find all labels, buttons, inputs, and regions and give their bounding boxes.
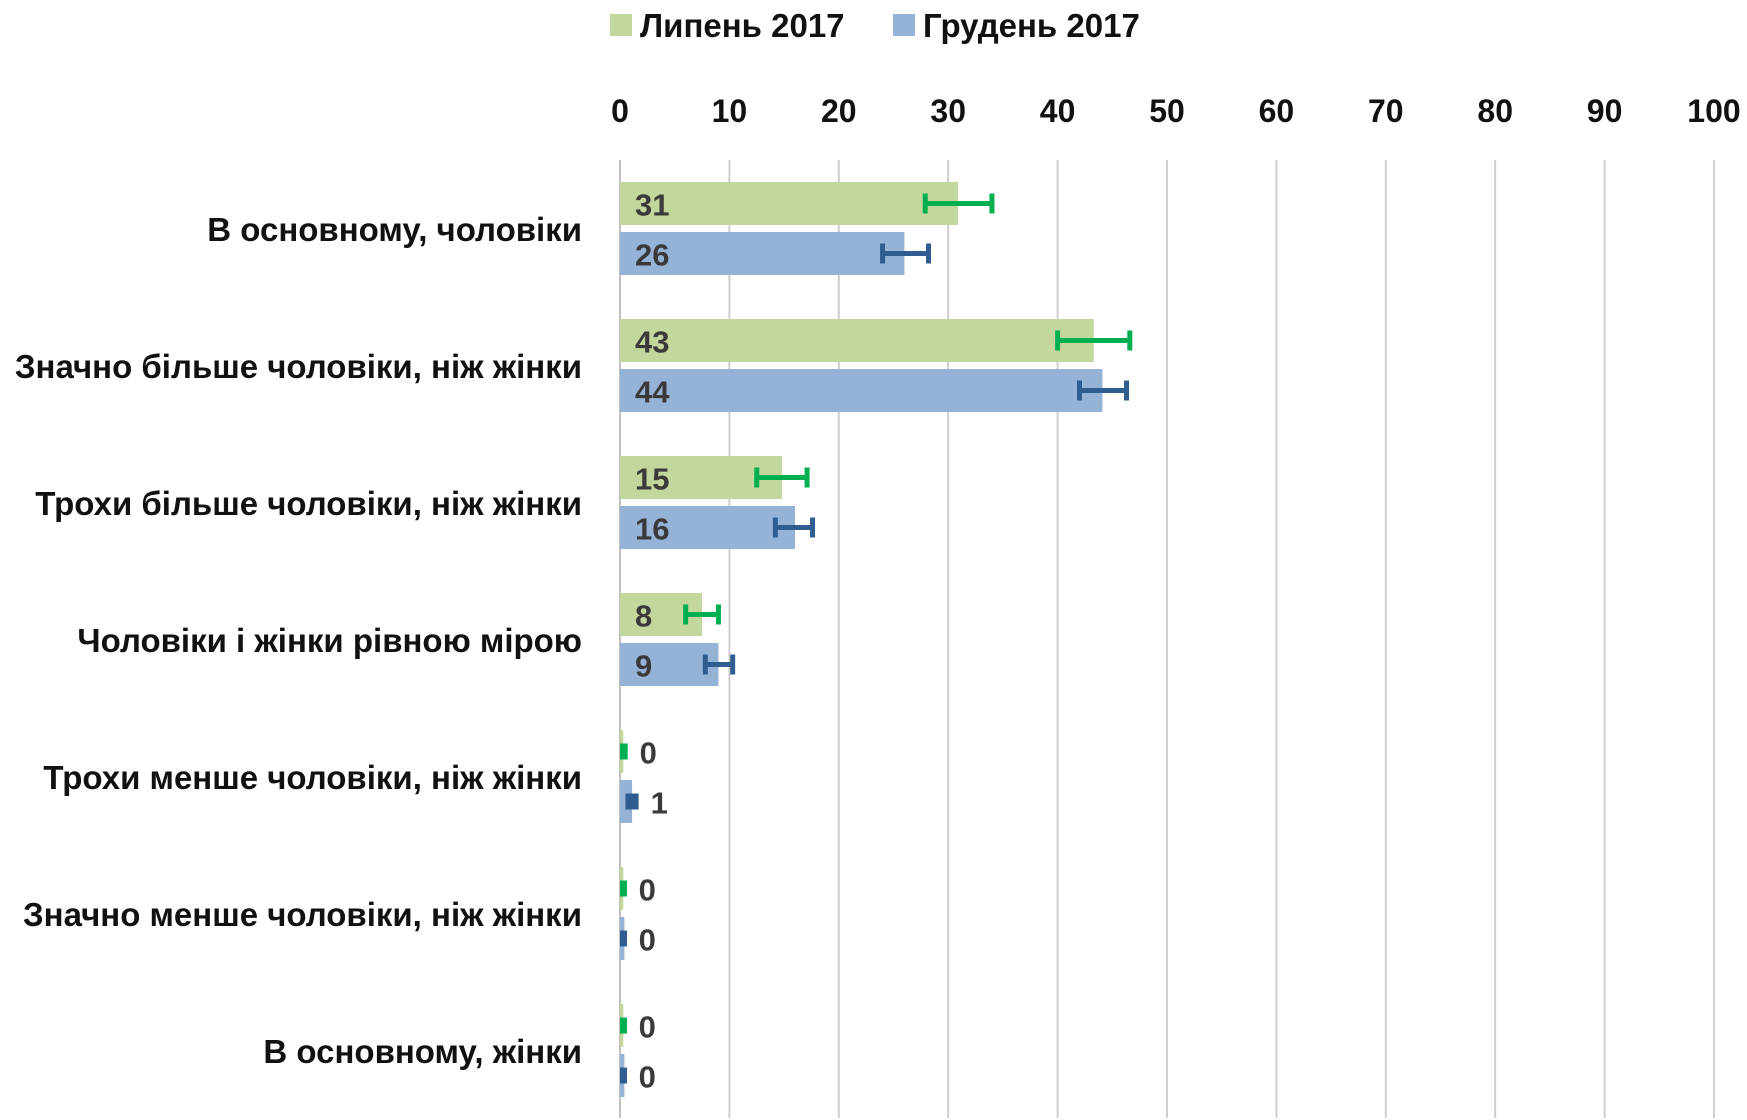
legend-label-1: Грудень 2017 xyxy=(923,7,1140,44)
data-label-0-3: 8 xyxy=(635,599,652,634)
category-labels: В основному, чоловіки Значно більше чолов… xyxy=(15,211,582,1070)
x-tick-label-20: 20 xyxy=(821,93,857,129)
data-label-0-0: 31 xyxy=(635,188,669,223)
data-label-1-6: 0 xyxy=(639,1060,656,1095)
x-tick-label-100: 100 xyxy=(1687,93,1740,129)
x-tick-label-40: 40 xyxy=(1040,93,1076,129)
error-bar-1-4 xyxy=(625,793,639,810)
data-label-0-5: 0 xyxy=(639,873,656,908)
grid-lines xyxy=(619,160,1715,1118)
category-label-4: Трохи менше чоловіки, ніж жінки xyxy=(43,759,582,796)
x-tick-label-60: 60 xyxy=(1259,93,1295,129)
category-label-6: В основному, жінки xyxy=(263,1033,582,1070)
data-label-1-0: 26 xyxy=(635,238,669,273)
bar-1-1 xyxy=(620,369,1103,412)
x-tick-label-50: 50 xyxy=(1149,93,1185,129)
category-label-5: Значно менше чоловіки, ніж жінки xyxy=(23,896,582,933)
legend-swatch-0 xyxy=(610,14,632,36)
error-bar-0-4 xyxy=(620,743,628,760)
bar-0-1 xyxy=(620,319,1094,362)
data-label-1-3: 9 xyxy=(635,649,652,684)
bar-1-0 xyxy=(620,232,905,275)
error-bar-0-5 xyxy=(620,880,627,897)
category-label-1: Значно більше чоловіки, ніж жінки xyxy=(15,348,582,385)
bar-1-2 xyxy=(620,506,796,549)
data-label-0-1: 43 xyxy=(635,325,669,360)
error-bar-0-6 xyxy=(620,1017,627,1034)
data-label-1-4: 1 xyxy=(651,786,668,821)
data-label-1-5: 0 xyxy=(639,923,656,958)
error-bar-1-5 xyxy=(620,930,627,947)
x-tick-label-70: 70 xyxy=(1368,93,1404,129)
category-label-0: В основному, чоловіки xyxy=(207,211,582,248)
legend: Липень 2017 Грудень 2017 xyxy=(610,7,1140,44)
bar-1-3 xyxy=(620,643,719,686)
error-bars xyxy=(620,193,1133,1084)
data-label-1-1: 44 xyxy=(635,375,670,410)
bars xyxy=(620,182,1103,1097)
error-bar-1-6 xyxy=(620,1067,627,1084)
x-tick-label-90: 90 xyxy=(1587,93,1623,129)
x-tick-label-80: 80 xyxy=(1477,93,1513,129)
data-labels: 31 43 15 8 0 0 0 26 44 16 9 1 0 0 xyxy=(635,188,670,1095)
category-label-2: Трохи більше чоловіки, ніж жінки xyxy=(35,485,582,522)
x-axis-ticks: 0 10 20 30 40 50 60 70 80 90 100 xyxy=(611,93,1741,129)
data-label-0-4: 0 xyxy=(640,736,657,771)
legend-label-0: Липень 2017 xyxy=(640,7,845,44)
legend-swatch-1 xyxy=(893,14,915,36)
x-tick-label-10: 10 xyxy=(712,93,748,129)
bar-0-0 xyxy=(620,182,959,225)
x-tick-label-30: 30 xyxy=(930,93,966,129)
category-label-3: Чоловіки і жінки рівною мірою xyxy=(77,622,582,659)
data-label-0-6: 0 xyxy=(639,1010,656,1045)
data-label-0-2: 15 xyxy=(635,462,669,497)
data-label-1-2: 16 xyxy=(635,512,669,547)
x-tick-label-0: 0 xyxy=(611,93,629,129)
